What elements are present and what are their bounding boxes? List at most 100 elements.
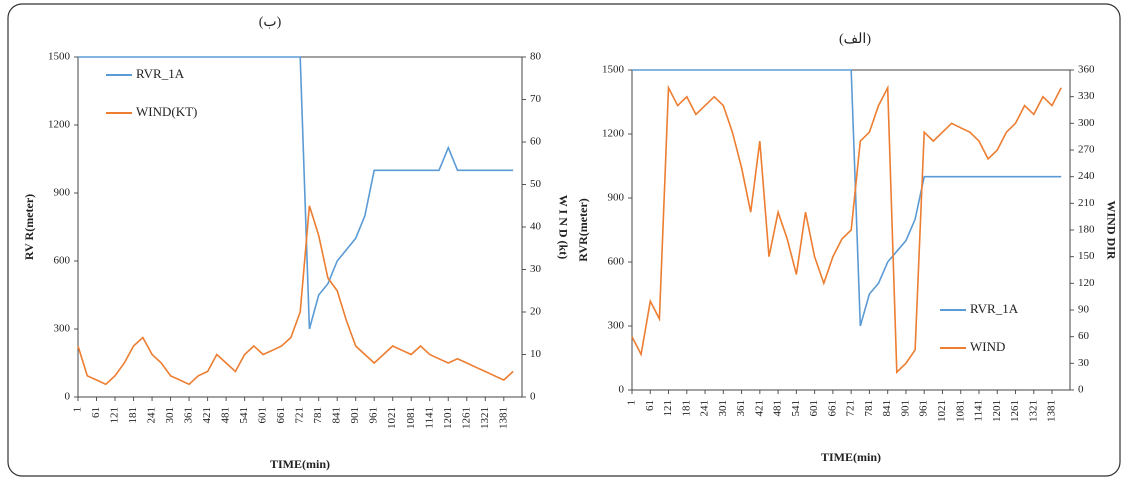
y2-tick-label: 30 xyxy=(1078,357,1090,369)
x-tick-label: 1201 xyxy=(442,407,454,429)
data-line xyxy=(632,69,1062,327)
x-tick-label: 1081 xyxy=(954,400,966,422)
x-tick-label: 601 xyxy=(257,407,269,424)
x-tick-label: 841 xyxy=(881,400,893,417)
x-tick-label: 961 xyxy=(918,400,930,417)
y2-tick-label: 60 xyxy=(530,136,542,148)
y2-tick-label: 300 xyxy=(1078,117,1095,129)
y2-tick-label: 90 xyxy=(1078,304,1090,316)
x-tick-label: 181 xyxy=(127,407,139,424)
x-tick-label: 781 xyxy=(312,407,324,424)
x-tick-label: 541 xyxy=(238,407,250,424)
y2-axis-title: W I N D (kt) xyxy=(556,195,570,259)
x-tick-label: 361 xyxy=(183,407,195,424)
y-axis-title: RVR(meter) xyxy=(576,198,590,262)
x-tick-label: 661 xyxy=(275,407,287,424)
y2-tick-label: 30 xyxy=(530,263,542,275)
x-tick-label: 661 xyxy=(826,400,838,417)
x-tick-label: 121 xyxy=(662,400,674,417)
x-tick-label: 1381 xyxy=(1046,400,1058,422)
y2-tick-label: 0 xyxy=(530,391,536,403)
y2-tick-label: 50 xyxy=(530,178,542,190)
y2-tick-label: 240 xyxy=(1078,170,1095,182)
y-tick-label: 900 xyxy=(608,192,625,204)
x-tick-label: 421 xyxy=(201,407,213,424)
x-tick-label: 1 xyxy=(626,400,638,406)
y2-tick-label: 40 xyxy=(530,221,542,233)
x-axis-title: TIME(min) xyxy=(270,457,330,471)
x-tick-label: 781 xyxy=(863,400,875,417)
x-tick-label: 481 xyxy=(220,407,232,424)
y-tick-label: 600 xyxy=(54,255,71,267)
x-tick-label: 1321 xyxy=(1027,400,1039,422)
x-tick-label: 181 xyxy=(680,400,692,417)
y2-tick-label: 210 xyxy=(1078,197,1095,209)
y-tick-label: 1500 xyxy=(48,51,71,63)
x-tick-label: 1321 xyxy=(479,407,491,429)
y2-tick-label: 60 xyxy=(1078,330,1090,342)
frame xyxy=(7,3,1121,477)
x-tick-label: 361 xyxy=(735,400,747,417)
x-tick-label: 121 xyxy=(109,407,121,424)
x-tick-label: 721 xyxy=(845,400,857,417)
x-tick-label: 481 xyxy=(772,400,784,417)
y-tick-label: 1200 xyxy=(48,119,71,131)
x-tick-label: 541 xyxy=(790,400,802,417)
x-tick-label: 1261 xyxy=(1009,400,1021,422)
y2-tick-label: 20 xyxy=(530,306,542,318)
x-tick-label: 1 xyxy=(72,407,84,413)
y2-tick-label: 150 xyxy=(1078,250,1095,262)
y2-tick-label: 10 xyxy=(530,348,542,360)
x-tick-label: 1021 xyxy=(386,407,398,429)
y-tick-label: 600 xyxy=(608,256,625,268)
y-axis-title: RV R(meter) xyxy=(22,194,36,260)
x-tick-label: 841 xyxy=(331,407,343,424)
legend-label: WIND(KT) xyxy=(136,104,197,119)
y-tick-label: 300 xyxy=(54,323,71,335)
x-tick-label: 301 xyxy=(164,407,176,424)
y2-tick-label: 80 xyxy=(530,51,542,63)
data-line xyxy=(77,205,514,386)
legend-label: RVR_1A xyxy=(970,301,1019,316)
y2-tick-label: 360 xyxy=(1078,64,1095,76)
panel-label: (الف) xyxy=(839,32,871,47)
x-tick-label: 901 xyxy=(899,400,911,417)
x-tick-label: 961 xyxy=(368,407,380,424)
legend-label: RVR_1A xyxy=(136,66,185,81)
x-tick-label: 421 xyxy=(753,400,765,417)
x-tick-label: 241 xyxy=(146,407,158,424)
y-tick-label: 1500 xyxy=(602,64,625,76)
x-tick-label: 1021 xyxy=(936,400,948,422)
y2-tick-label: 180 xyxy=(1078,224,1095,236)
x-tick-label: 721 xyxy=(294,407,306,424)
panel-label: (ب) xyxy=(259,15,282,30)
y-tick-label: 0 xyxy=(619,384,625,396)
y-tick-label: 300 xyxy=(608,320,625,332)
y2-tick-label: 70 xyxy=(530,93,542,105)
y2-tick-label: 270 xyxy=(1078,144,1095,156)
x-tick-label: 901 xyxy=(349,407,361,424)
x-tick-label: 61 xyxy=(90,407,102,418)
x-tick-label: 1261 xyxy=(460,407,472,429)
x-axis-title: TIME(min) xyxy=(821,450,881,464)
legend-label: WIND xyxy=(970,339,1005,354)
data-line xyxy=(631,84,1062,375)
y2-axis-title: WIND DIR xyxy=(1104,200,1118,259)
x-tick-label: 601 xyxy=(808,400,820,417)
x-tick-label: 1081 xyxy=(405,407,417,429)
x-tick-label: 61 xyxy=(644,400,656,411)
y2-tick-label: 0 xyxy=(1078,384,1084,396)
x-tick-label: 241 xyxy=(699,400,711,417)
x-tick-label: 1201 xyxy=(991,400,1003,422)
y2-tick-label: 330 xyxy=(1078,90,1095,102)
y-tick-label: 1200 xyxy=(602,128,625,140)
y2-tick-label: 120 xyxy=(1078,277,1095,289)
x-tick-label: 301 xyxy=(717,400,729,417)
data-line xyxy=(78,56,514,330)
y-tick-label: 0 xyxy=(65,391,71,403)
x-tick-label: 1381 xyxy=(497,407,509,429)
x-tick-label: 1141 xyxy=(973,400,985,422)
x-tick-label: 1141 xyxy=(423,407,435,429)
y-tick-label: 900 xyxy=(54,187,71,199)
